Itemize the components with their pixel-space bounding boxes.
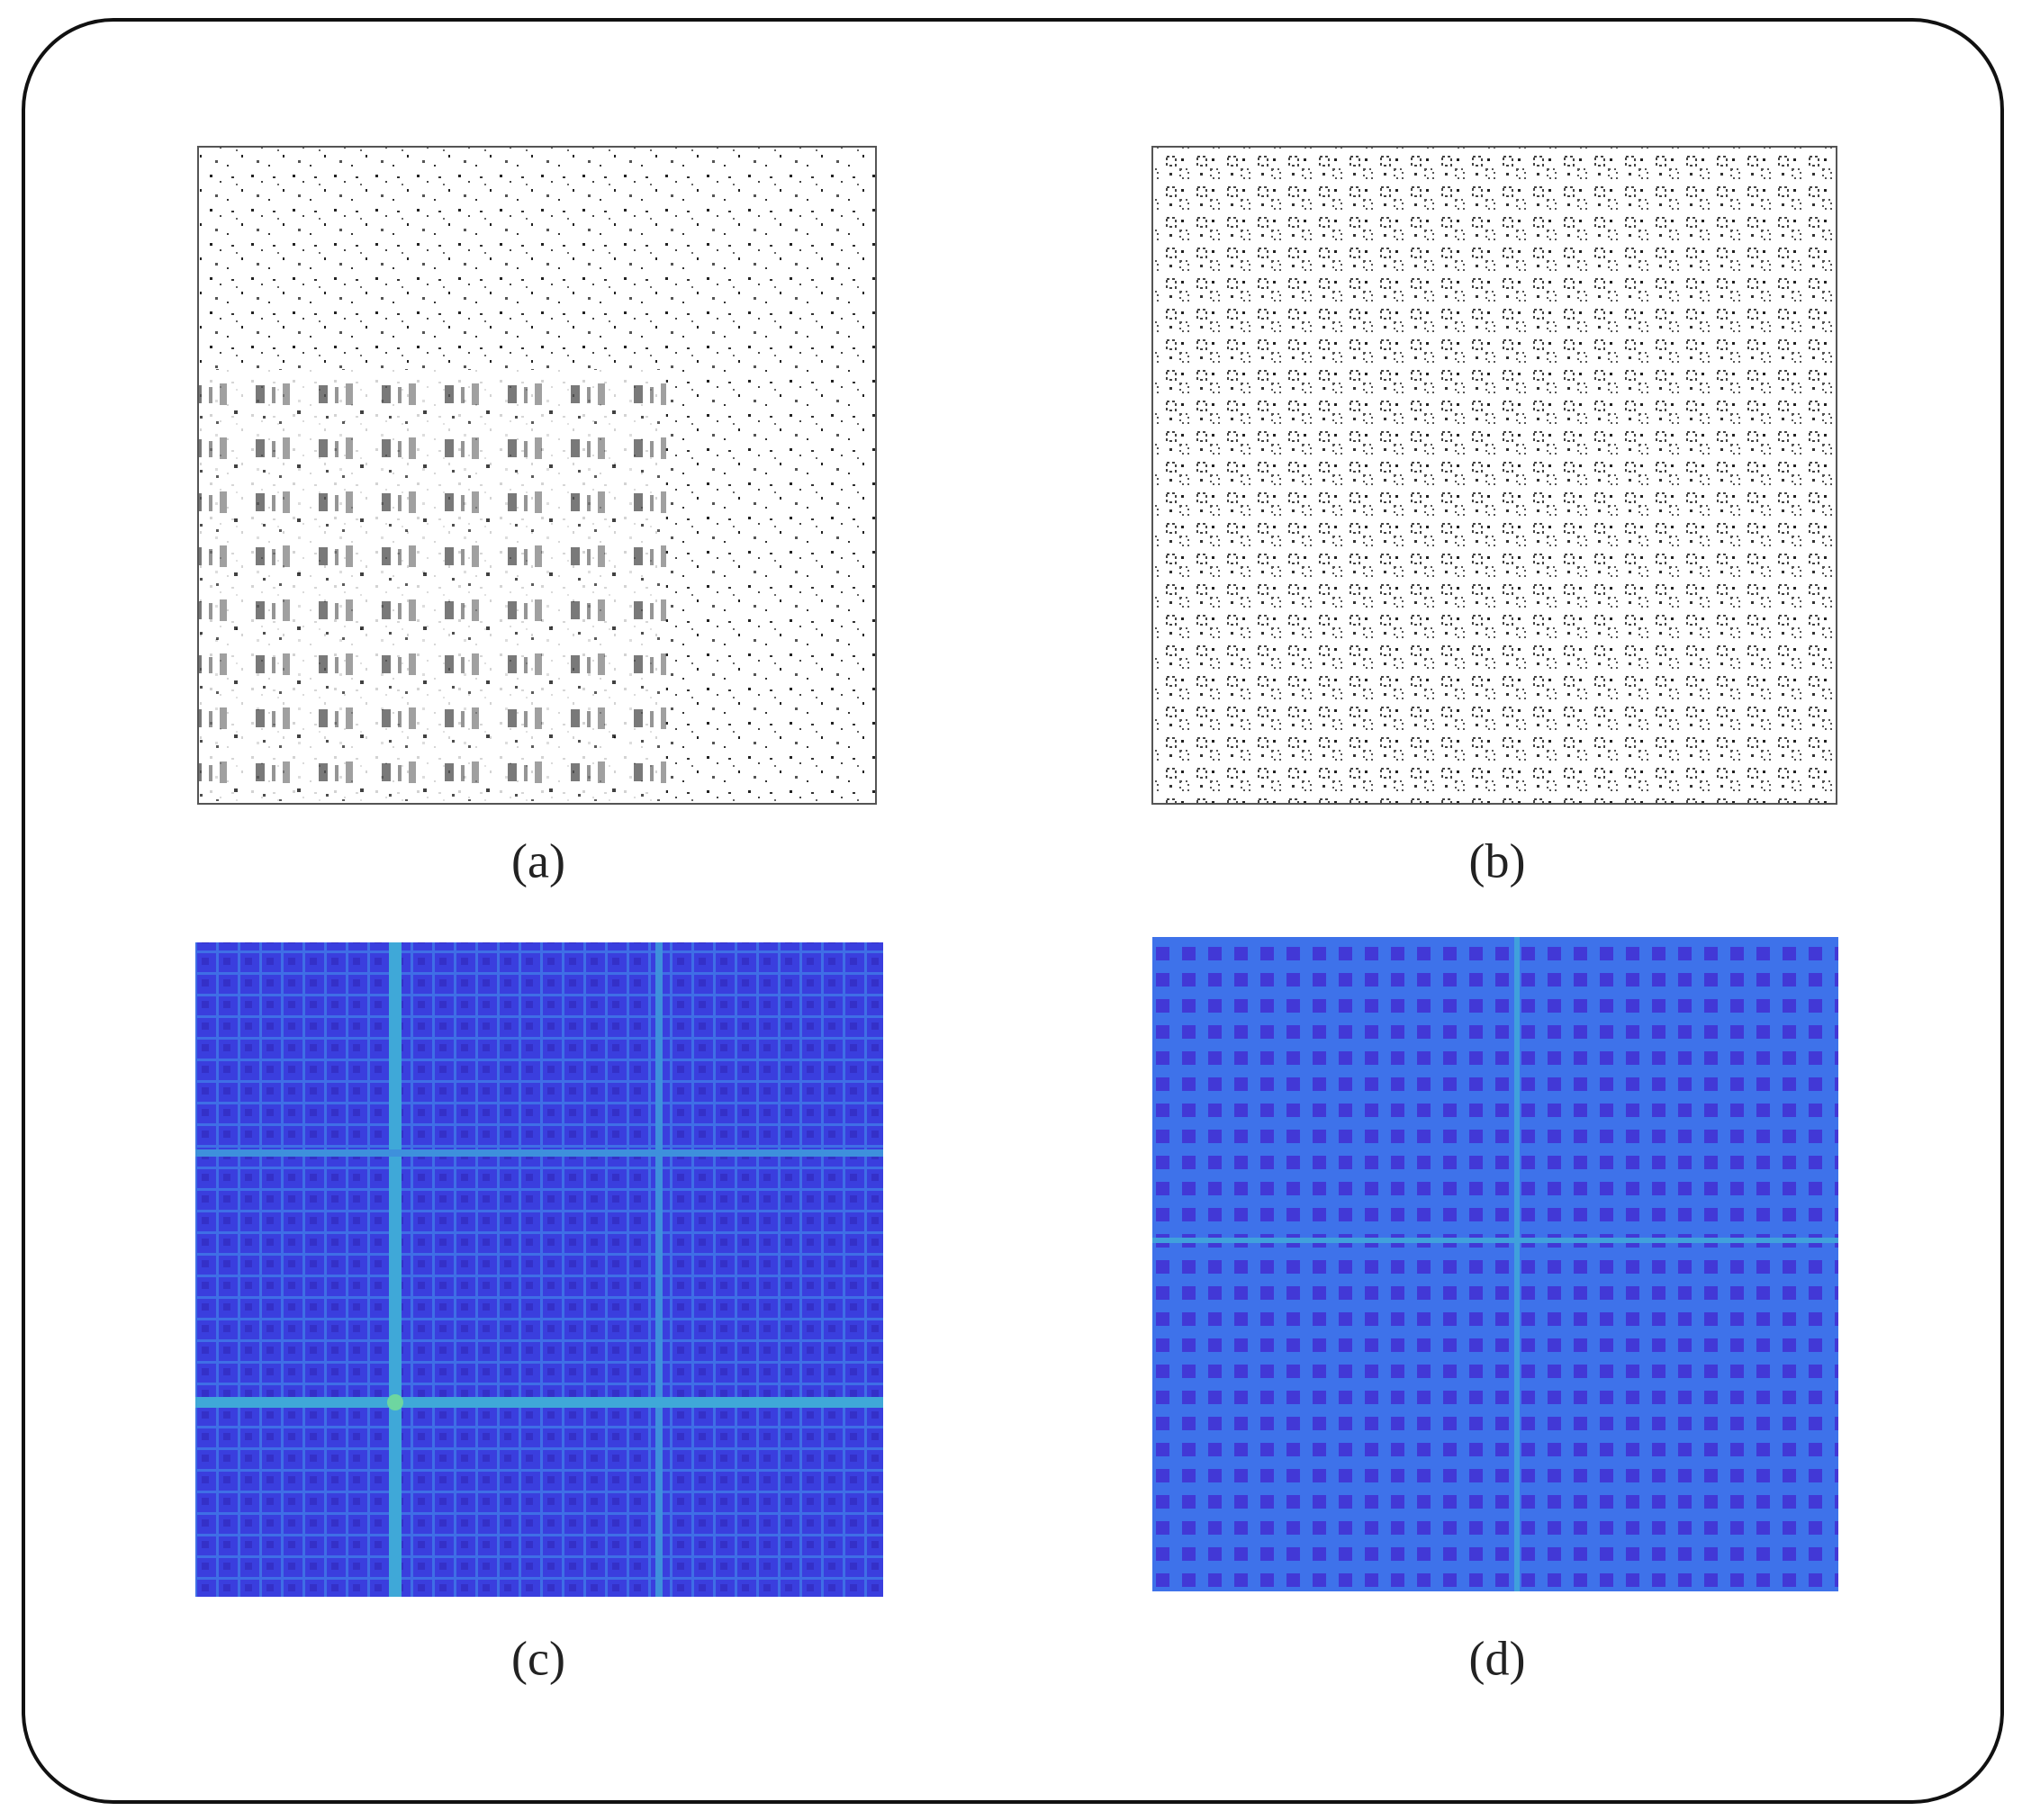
heat-band xyxy=(1152,1238,1838,1243)
image xyxy=(1152,147,1837,804)
heat-band xyxy=(655,942,663,1597)
panel-c: (c) xyxy=(195,942,883,1685)
panel-label: (b) xyxy=(1469,833,1526,887)
panel-b: (b) xyxy=(1151,146,1837,887)
panel-d: (d) xyxy=(1152,937,1838,1685)
heat-band xyxy=(389,942,402,1597)
panel-label: (c) xyxy=(511,1631,565,1685)
panel-a: (a) xyxy=(197,146,877,887)
heat-band xyxy=(195,1397,883,1408)
panel-label: (d) xyxy=(1469,1631,1526,1685)
image xyxy=(1152,937,1838,1591)
heat-spot xyxy=(387,1394,403,1410)
heat-band xyxy=(195,1149,883,1157)
panel-label: (a) xyxy=(511,833,565,887)
image-region xyxy=(198,369,666,801)
image-border xyxy=(1151,146,1837,805)
image xyxy=(195,942,883,1597)
image-border xyxy=(197,146,877,805)
heat-band xyxy=(1514,937,1520,1591)
